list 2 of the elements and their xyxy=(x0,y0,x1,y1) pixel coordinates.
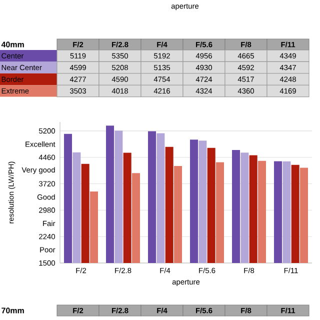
legend-title: 40mm xyxy=(1,42,24,48)
text: 70mm xyxy=(2,308,24,314)
